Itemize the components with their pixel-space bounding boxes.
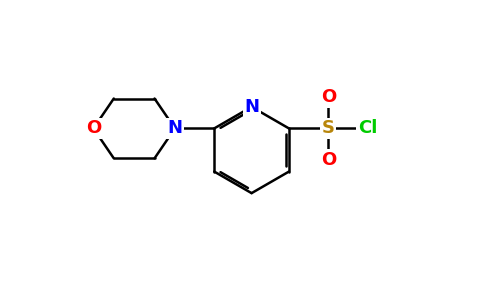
Text: S: S <box>322 119 335 137</box>
Text: N: N <box>244 98 259 116</box>
Text: O: O <box>320 88 336 106</box>
Text: Cl: Cl <box>358 119 377 137</box>
Text: O: O <box>86 119 101 137</box>
Text: O: O <box>320 151 336 169</box>
Text: N: N <box>167 119 182 137</box>
